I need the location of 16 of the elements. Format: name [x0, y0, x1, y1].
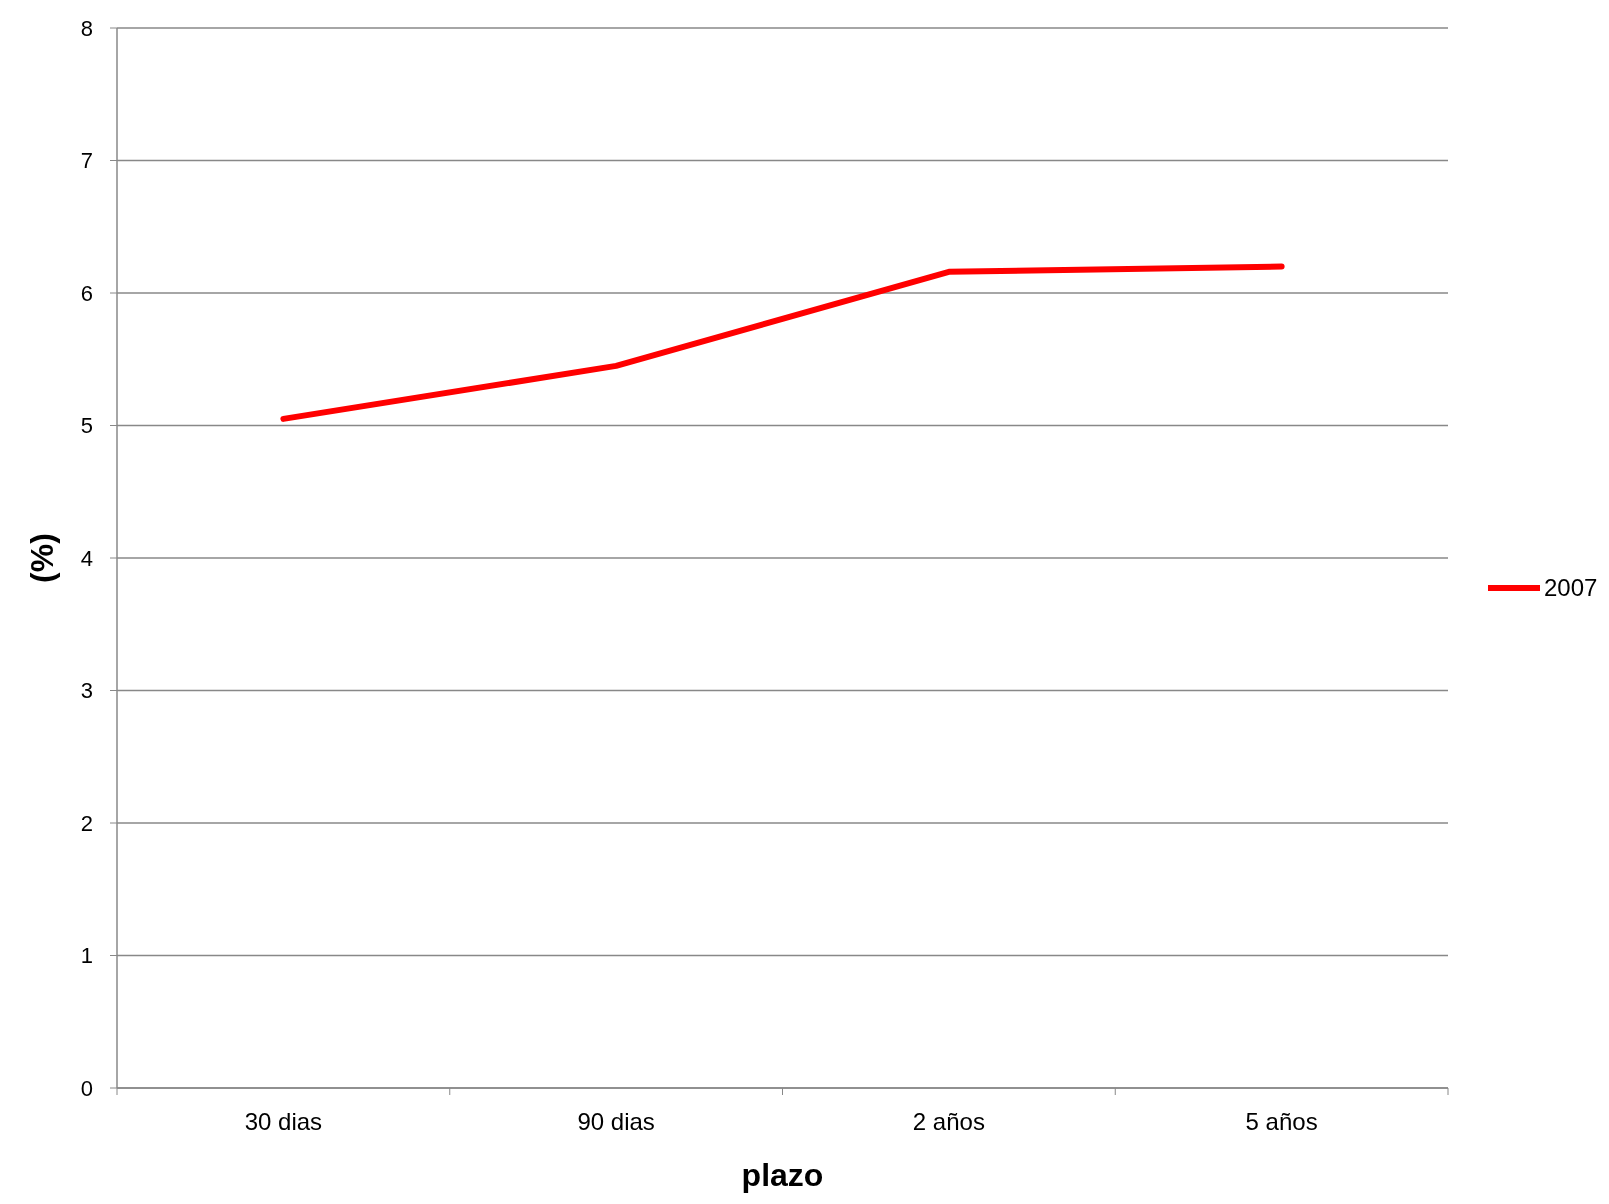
y-tick-label: 8 — [80, 15, 93, 41]
y-tick-label: 1 — [80, 943, 93, 969]
legend-label: 2007 — [1544, 574, 1598, 602]
y-axis-title: (%) — [24, 533, 60, 583]
x-tick-label: 30 dias — [244, 1108, 323, 1135]
y-tick-label: 6 — [80, 280, 93, 306]
y-tick-label: 7 — [80, 148, 93, 174]
x-tick-label: 90 dias — [577, 1108, 655, 1135]
y-tick-label: 2 — [80, 810, 93, 836]
y-tick-label: 0 — [80, 1075, 93, 1101]
x-tick-label: 5 años — [1245, 1108, 1318, 1135]
y-tick-label: 3 — [80, 678, 93, 704]
y-tick-label: 4 — [80, 545, 93, 571]
x-axis-title: plazo — [741, 1157, 824, 1193]
y-tick-label: 5 — [80, 413, 93, 439]
x-tick-label: 2 años — [912, 1108, 985, 1135]
